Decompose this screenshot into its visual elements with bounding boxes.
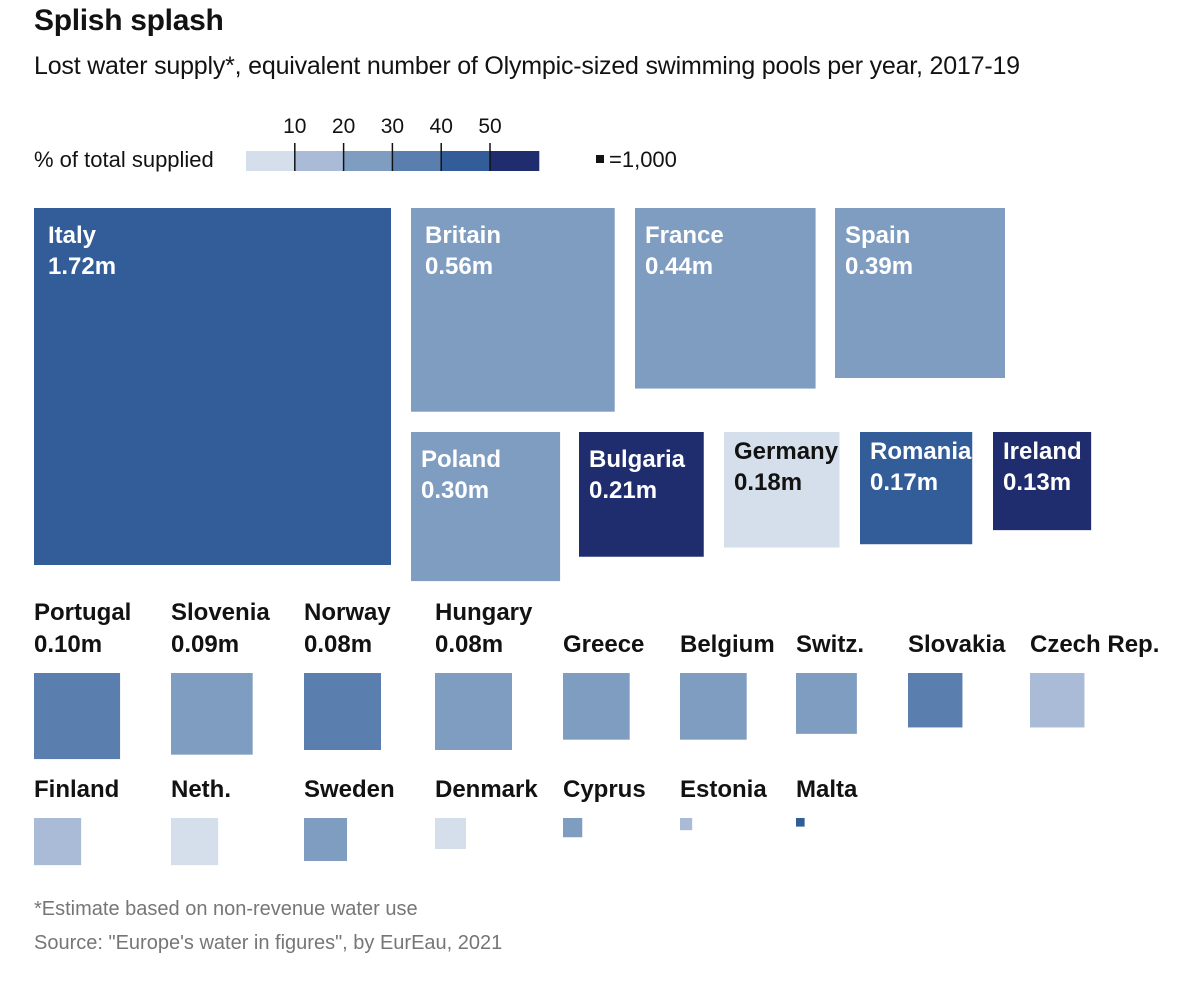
value-label-slovenia: 0.09m [171,631,239,658]
square-switz [796,673,857,734]
square-britain [411,208,615,412]
country-label-romania: Romania [870,438,972,465]
legend-tick-label-20: 20 [332,115,355,138]
country-label-finland: Finland [34,776,119,803]
value-label-portugal: 0.10m [34,631,102,658]
value-label-germany: 0.18m [734,469,802,496]
country-label-malta: Malta [796,776,858,803]
country-label-spain: Spain [845,222,910,249]
country-label-estonia: Estonia [680,776,767,803]
unit-square [596,155,604,163]
legend-tick-label-50: 50 [478,115,501,138]
country-label-cyprus: Cyprus [563,776,646,803]
country-label-poland: Poland [421,446,501,473]
source-note: Source: "Europe's water in figures", by … [34,932,503,954]
value-label-britain: 0.56m [425,253,493,280]
unit-label: =1,000 [609,147,677,172]
square-ireland [993,432,1092,531]
square-malta [796,818,805,827]
value-label-norway: 0.08m [304,631,372,658]
square-cyprus [563,818,583,838]
square-norway [304,673,381,750]
square-estonia [680,818,693,831]
country-label-norway: Norway [304,599,391,626]
square-belgium [680,673,747,740]
country-label-czech-rep: Czech Rep. [1030,631,1159,658]
square-romania [860,432,973,545]
square-germany [724,432,840,548]
square-sweden [304,818,348,862]
country-label-italy: Italy [48,222,97,249]
value-label-hungary: 0.08m [435,631,503,658]
square-slovakia [908,673,963,728]
chart-title: Splish splash [34,4,224,37]
square-finland [34,818,82,866]
country-label-belgium: Belgium [680,631,775,658]
footnote: *Estimate based on non-revenue water use [34,898,418,920]
country-label-denmark: Denmark [435,776,538,803]
square-spain [835,208,1005,378]
country-label-slovakia: Slovakia [908,631,1006,658]
country-label-switz: Switz. [796,631,864,658]
value-label-ireland: 0.13m [1003,469,1071,496]
country-label-sweden: Sweden [304,776,395,803]
square-portugal [34,673,121,760]
square-bulgaria [579,432,704,557]
chart-subtitle: Lost water supply*, equivalent number of… [34,52,1020,80]
legend-swatch-3 [392,151,442,171]
legend-tick-label-40: 40 [430,115,453,138]
legend-swatch-5 [490,151,540,171]
legend-swatch-4 [441,151,491,171]
value-label-bulgaria: 0.21m [589,477,657,504]
country-label-france: France [645,222,724,249]
value-label-spain: 0.39m [845,253,913,280]
country-label-britain: Britain [425,222,501,249]
country-label-bulgaria: Bulgaria [589,446,686,473]
legend-swatch-2 [343,151,393,171]
country-label-hungary: Hungary [435,599,533,626]
legend-tick-label-30: 30 [381,115,404,138]
square-hungary [435,673,512,750]
value-label-poland: 0.30m [421,477,489,504]
square-neth [171,818,219,866]
value-label-france: 0.44m [645,253,713,280]
country-label-slovenia: Slovenia [171,599,270,626]
square-denmark [435,818,467,850]
value-label-italy: 1.72m [48,253,116,280]
square-italy [34,208,391,565]
legend-label: % of total supplied [34,147,214,172]
country-label-germany: Germany [734,438,839,465]
square-poland [411,432,561,582]
square-slovenia [171,673,253,755]
legend-tick-label-10: 10 [283,115,306,138]
legend-swatch-1 [294,151,345,171]
square-czech-rep [1030,673,1085,728]
country-label-greece: Greece [563,631,644,658]
square-france [635,208,816,389]
country-label-portugal: Portugal [34,599,131,626]
value-label-romania: 0.17m [870,469,938,496]
legend-swatch-0 [246,151,296,171]
square-greece [563,673,630,740]
country-label-neth: Neth. [171,776,231,803]
country-label-ireland: Ireland [1003,438,1082,465]
